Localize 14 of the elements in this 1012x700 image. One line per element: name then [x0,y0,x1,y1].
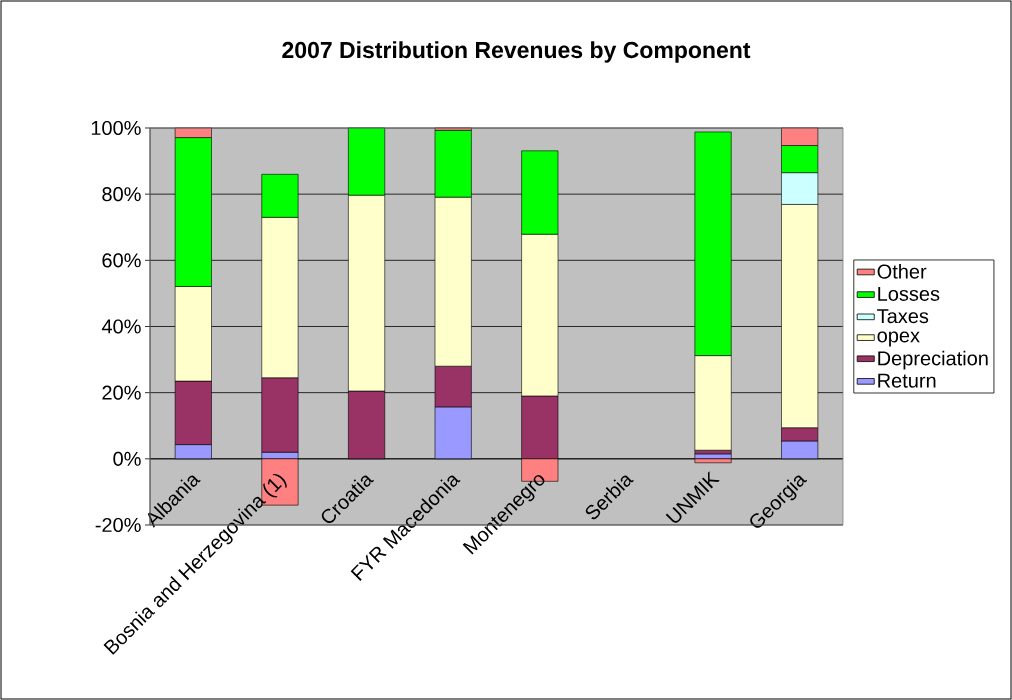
y-tick-label: 80% [102,187,141,202]
y-tick-label: 0% [113,451,141,466]
y-tick-label: -20% [95,517,141,533]
legend-label: Taxes [877,309,929,324]
legend-label: Losses [878,286,940,301]
y-tick-label: 60% [102,253,141,268]
legend-label: Return [878,373,936,388]
chart-title: 2007 Distribution Revenues by Component [282,41,751,63]
y-tick-label: 100% [91,120,141,136]
y-tick-label: 40% [101,319,141,334]
legend-label: Depreciation [878,350,988,370]
legend-label: opex [877,331,920,347]
y-tick-label: 20% [102,385,141,400]
legend-label: Other [877,263,927,279]
